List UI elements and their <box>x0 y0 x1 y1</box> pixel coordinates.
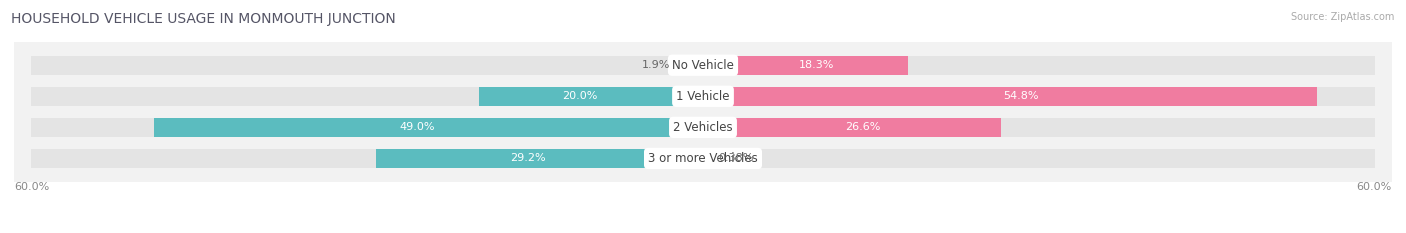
Text: 18.3%: 18.3% <box>799 60 834 70</box>
Bar <box>155 118 703 137</box>
Bar <box>703 118 1001 137</box>
Text: 60.0%: 60.0% <box>14 182 49 192</box>
Bar <box>682 56 703 75</box>
Bar <box>703 87 1375 106</box>
Text: 20.0%: 20.0% <box>562 91 598 101</box>
Bar <box>31 118 703 137</box>
Text: HOUSEHOLD VEHICLE USAGE IN MONMOUTH JUNCTION: HOUSEHOLD VEHICLE USAGE IN MONMOUTH JUNC… <box>11 12 396 26</box>
Text: 3 or more Vehicles: 3 or more Vehicles <box>648 152 758 165</box>
Bar <box>31 87 703 106</box>
Bar <box>31 56 703 75</box>
Bar <box>703 149 1375 168</box>
Bar <box>703 56 1375 75</box>
Text: Source: ZipAtlas.com: Source: ZipAtlas.com <box>1291 12 1395 22</box>
Text: 1.9%: 1.9% <box>643 60 671 70</box>
Text: 2 Vehicles: 2 Vehicles <box>673 121 733 134</box>
Text: No Vehicle: No Vehicle <box>672 59 734 72</box>
Legend: Owner-occupied, Renter-occupied: Owner-occupied, Renter-occupied <box>582 230 824 233</box>
Text: 29.2%: 29.2% <box>510 154 546 163</box>
Bar <box>703 87 1317 106</box>
Bar <box>479 87 703 106</box>
Text: 26.6%: 26.6% <box>845 122 882 132</box>
Text: 54.8%: 54.8% <box>1004 91 1039 101</box>
Text: 0.38%: 0.38% <box>718 154 754 163</box>
Bar <box>703 149 707 168</box>
Bar <box>703 56 908 75</box>
Bar <box>703 118 1375 137</box>
Text: 1 Vehicle: 1 Vehicle <box>676 90 730 103</box>
Bar <box>31 149 703 168</box>
Bar <box>375 149 703 168</box>
Text: 49.0%: 49.0% <box>399 122 434 132</box>
Text: 60.0%: 60.0% <box>1357 182 1392 192</box>
